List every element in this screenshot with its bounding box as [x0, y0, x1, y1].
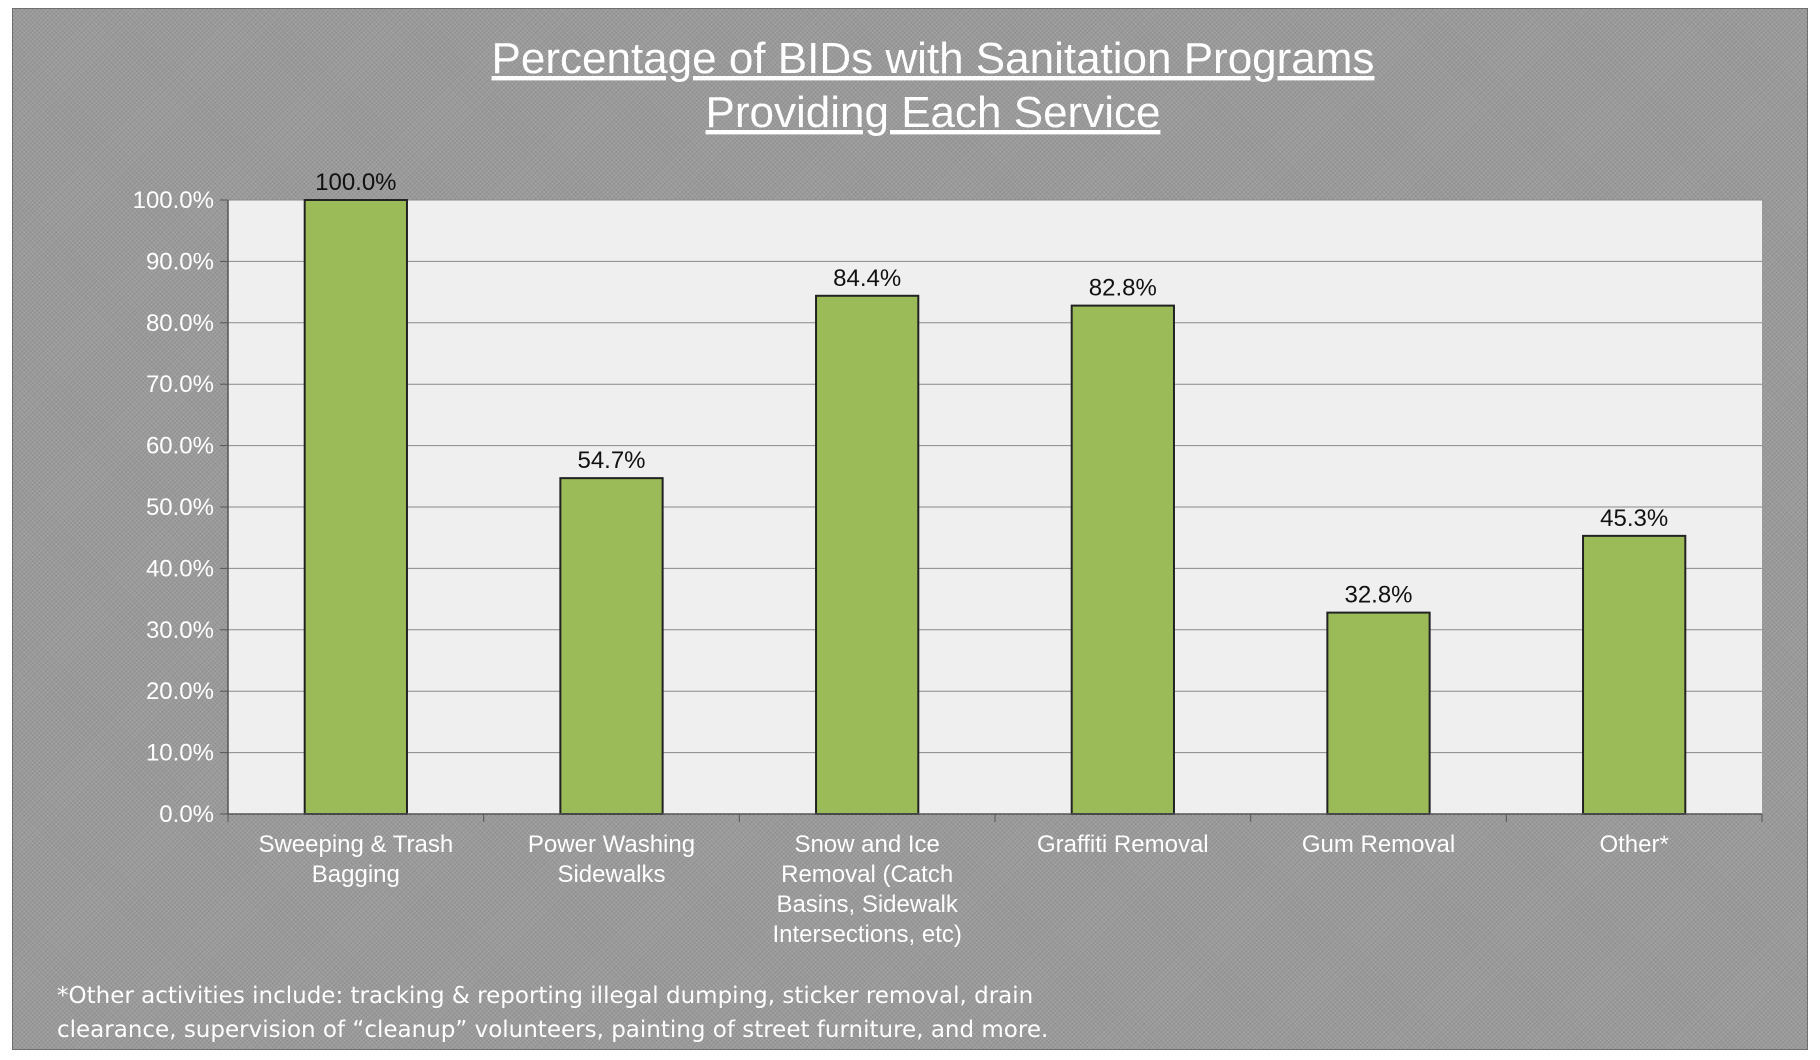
x-category-label: Other*: [1599, 831, 1668, 858]
bar: [815, 294, 920, 815]
bar: [1326, 611, 1431, 815]
bar-chart: Percentage of BIDs with Sanitation Progr…: [133, 34, 1763, 948]
y-tick-label: 10.0%: [146, 740, 214, 767]
bar: [1070, 304, 1175, 815]
x-category-label: Sweeping & Trash: [258, 831, 453, 858]
y-tick-label: 30.0%: [146, 617, 214, 644]
chart-title-line-2: Providing Each Service: [706, 88, 1161, 137]
y-tick-label: 100.0%: [133, 187, 214, 214]
x-category-label: Graffiti Removal: [1037, 831, 1209, 858]
x-category-label: Gum Removal: [1302, 831, 1455, 858]
y-tick-label: 70.0%: [146, 371, 214, 398]
y-tick-label: 90.0%: [146, 248, 214, 275]
footnote: *Other activities include: tracking & re…: [57, 983, 1049, 1043]
y-tick-label: 40.0%: [146, 555, 214, 582]
chart-frame: Percentage of BIDs with Sanitation Progr…: [12, 8, 1808, 1050]
chart-title: Percentage of BIDs with Sanitation Progr…: [492, 34, 1375, 137]
y-tick-label: 50.0%: [146, 494, 214, 521]
data-label: 45.3%: [1600, 505, 1668, 532]
x-category-label: Removal (Catch: [781, 861, 953, 888]
data-label: 100.0%: [315, 169, 396, 196]
x-category-label: Sidewalks: [557, 861, 665, 888]
bar: [559, 477, 664, 815]
data-label: 84.4%: [833, 265, 901, 292]
x-category-label: Bagging: [312, 861, 400, 888]
y-tick-label: 80.0%: [146, 310, 214, 337]
data-label: 54.7%: [577, 447, 645, 474]
gridlines: [220, 199, 1762, 815]
y-tick-label: 0.0%: [159, 801, 214, 828]
y-tick-label: 20.0%: [146, 678, 214, 705]
y-axis-tick-labels: 0.0% 10.0% 20.0% 30.0% 40.0% 50.0% 60.0% 70.0% 8…: [133, 187, 214, 828]
x-category-label: Power Washing: [528, 831, 695, 858]
bar: [303, 199, 408, 815]
x-category-label: Intersections, etc): [772, 921, 961, 948]
y-tick-label: 60.0%: [146, 433, 214, 460]
data-label: 32.8%: [1344, 582, 1412, 609]
x-category-label: Snow and Ice: [794, 831, 939, 858]
chart-title-line-1: Percentage of BIDs with Sanitation Progr…: [492, 34, 1375, 83]
axes: [227, 200, 1763, 822]
data-label: 82.8%: [1089, 275, 1157, 302]
bars: [303, 199, 1687, 815]
data-labels: 100.0% 54.7% 84.4% 82.8% 32.8% 45.3%: [315, 169, 1668, 609]
x-category-label: Basins, Sidewalk: [776, 891, 958, 918]
x-axis-category-labels: Sweeping & Trash Bagging Power Washing Side…: [258, 831, 1668, 948]
bar: [1582, 534, 1687, 815]
